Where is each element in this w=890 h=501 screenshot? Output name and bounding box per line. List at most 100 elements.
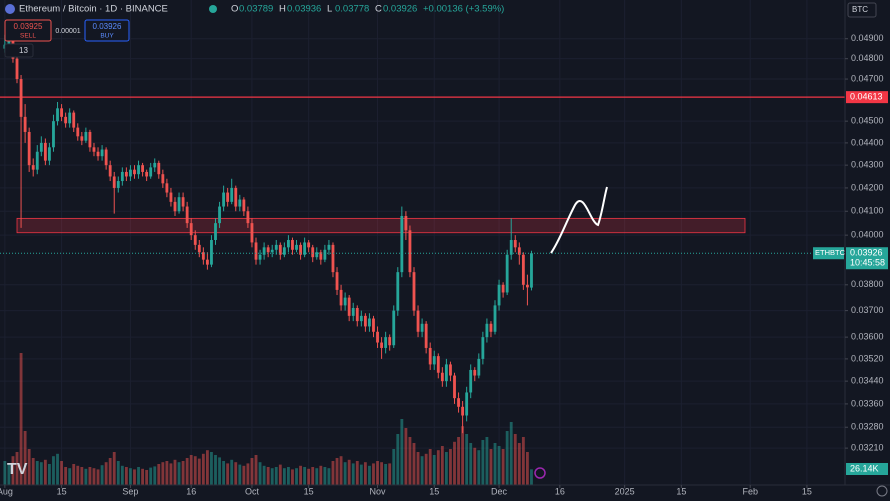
buy-price: 0.03926 (93, 22, 122, 31)
volume-bar (295, 468, 298, 485)
candle-body (307, 242, 311, 248)
volume-bar (485, 437, 489, 485)
candle-body (335, 272, 339, 290)
candle-body (355, 308, 359, 322)
candle-body (177, 197, 181, 212)
candle-body (396, 272, 400, 311)
candle-body (242, 199, 246, 212)
candle-body (189, 223, 193, 236)
candle-body (254, 242, 258, 260)
volume-bar (416, 452, 420, 485)
sell-label: SELL (20, 33, 36, 40)
volume-bar (477, 450, 481, 485)
settings-icon[interactable] (876, 485, 888, 497)
volume-bar (250, 458, 254, 485)
candle-body (372, 318, 375, 332)
candle-body (84, 131, 88, 141)
volume-bar (234, 462, 238, 485)
candle-body (226, 192, 230, 202)
volume-bar (436, 450, 440, 485)
volume-bar (404, 428, 408, 485)
volume-bar (517, 443, 521, 485)
candle-body (303, 242, 307, 255)
volume-bar (153, 466, 157, 485)
candle-body (80, 136, 84, 141)
volume-bar (343, 462, 347, 485)
volume-bar (420, 456, 424, 485)
volume-bar (11, 456, 15, 485)
volume-bar (303, 467, 307, 485)
candle-body (31, 165, 35, 170)
x-tick-label: 2025 (615, 486, 635, 496)
volume-bar (129, 468, 132, 485)
buy-button[interactable] (84, 19, 130, 42)
volume-bar (23, 431, 27, 485)
sell-button[interactable] (4, 19, 52, 42)
candle-body (493, 305, 497, 332)
volume (3, 353, 533, 485)
candle-body (420, 323, 424, 332)
volume-bar (108, 458, 112, 485)
volume-bar (347, 459, 351, 485)
candle-body (108, 165, 112, 177)
volume-bar (80, 467, 84, 485)
volume-bar (509, 422, 513, 485)
volume-bar (388, 463, 392, 485)
ohlc-value: 0.03936 (287, 4, 321, 15)
volume-bar (363, 462, 367, 485)
volume-bar (372, 463, 375, 485)
volume-bar (48, 464, 51, 485)
indicators-toggle[interactable] (4, 43, 34, 58)
candle-body (104, 149, 108, 166)
candle-body (230, 187, 234, 202)
grid (0, 0, 845, 485)
candle-body (412, 272, 416, 311)
volume-bar (72, 464, 76, 485)
volume-bar (64, 467, 68, 485)
y-tick-label: 0.04000 (851, 230, 884, 240)
volume-bar (149, 467, 153, 485)
candle-body (376, 331, 379, 343)
volume-bar (133, 469, 136, 485)
supply-zone (16, 217, 746, 234)
candle-body (384, 337, 388, 348)
x-tick-label: Sep (122, 486, 138, 496)
candle-body (291, 240, 294, 250)
resistance-label-bg (846, 91, 888, 104)
candle-body (295, 244, 298, 250)
volume-bar (226, 463, 230, 485)
volume-bar (7, 464, 11, 485)
candle-body (489, 323, 493, 332)
candle-body (92, 147, 96, 152)
y-tick-label: 0.04900 (851, 33, 884, 43)
volume-bar (278, 464, 282, 485)
candle-body (56, 108, 59, 122)
volume-bar (214, 455, 217, 485)
candle-body (530, 253, 533, 288)
volume-bar (197, 458, 201, 485)
volume-bar (331, 461, 335, 485)
candle-body (250, 223, 254, 243)
volume-bar (185, 458, 189, 485)
candle-body (331, 244, 335, 273)
candle-body (35, 151, 39, 170)
candle-body (76, 127, 80, 137)
candle-body (327, 244, 331, 250)
ohlc-key: L (327, 4, 332, 15)
event-icon[interactable] (534, 467, 546, 479)
volume-bar (489, 449, 493, 485)
candle-body (440, 372, 444, 382)
candle-body (513, 240, 517, 248)
candle-body (497, 284, 501, 306)
currency: BTC (852, 5, 868, 14)
volume-bar (521, 437, 525, 485)
candle-body (408, 230, 412, 273)
candle-body (193, 235, 197, 245)
candle-body (197, 244, 201, 253)
volume-bar (19, 353, 23, 485)
currency-button[interactable] (847, 2, 877, 18)
volume-bar (355, 461, 359, 485)
candle-body (351, 308, 355, 316)
candle-body (27, 131, 31, 166)
